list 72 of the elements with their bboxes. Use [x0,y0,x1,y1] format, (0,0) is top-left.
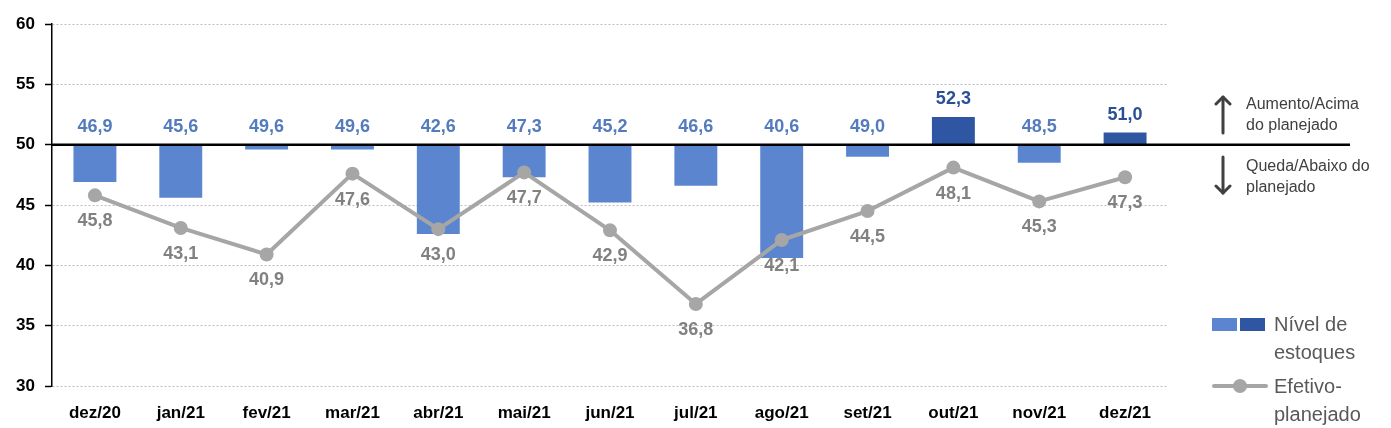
point [259,247,274,262]
point [173,220,188,235]
bar [674,144,718,186]
y-tick-label: 60 [16,13,35,33]
y-tick-label: 35 [16,315,35,335]
data-label: 44,5 [850,226,886,246]
point [1118,170,1133,185]
data-label: 51,0 [1107,103,1143,124]
text: Queda/Abaixo do planejado [1246,155,1371,197]
data-label: 45,3 [1021,216,1057,237]
x-tick-label: fev/21 [242,402,291,422]
x-tick-label: mai/21 [497,402,551,422]
data-label: 52,3 [935,87,971,108]
legend-label: Nível de estoques [1274,312,1357,365]
data-label: 46,6 [678,115,714,136]
y-tick-label: 55 [16,74,35,94]
data-label: 45,8 [77,210,113,231]
data-label: 46,9 [77,115,113,136]
legend-label: Efetivo-planejado [1274,374,1362,427]
data-label: 42,6 [420,115,456,136]
x-tick-label: out/21 [928,402,979,422]
data-label: 45,6 [163,115,199,136]
data-label: 49,6 [249,115,285,136]
data-label: 43,0 [420,244,456,265]
x-tick-label: ago/21 [754,402,809,422]
data-label: 48,5 [1021,115,1057,136]
point [603,223,617,238]
x-tick-label: set/21 [843,402,892,422]
x-tick-label: nov/21 [1012,402,1067,422]
data-label: 42,1 [764,254,800,275]
x-tick-label: jun/21 [584,402,635,422]
x-tick-label: dez/21 [1099,402,1152,422]
point [87,188,102,203]
data-label: 45,2 [592,115,628,136]
data-label: 40,9 [249,269,285,290]
bar [159,144,203,198]
data-label: 47,3 [1107,192,1143,213]
bar [846,144,889,157]
y-tick-label: 50 [16,134,35,154]
data-label: 40,6 [764,115,800,136]
point [688,296,703,311]
x-tick-label: dez/20 [68,402,121,422]
data-label: 49,6 [334,115,370,136]
point [1032,194,1047,209]
data-label: 43,1 [163,242,199,263]
point [517,165,532,180]
x-tick-label: jul/21 [673,402,718,422]
bar [931,116,975,145]
bar [1017,144,1061,163]
bar [588,144,632,203]
point [345,166,360,181]
point [774,232,789,247]
text: Aumento/Acima do planejado [1246,93,1360,135]
data-label: 47,3 [506,115,542,136]
y-tick-label: 45 [16,194,35,214]
y-tick-label: 40 [16,255,35,275]
data-label: 36,8 [678,318,714,339]
x-tick-label: jan/21 [155,402,205,422]
x-tick-label: abr/21 [413,402,464,422]
data-label: 47,7 [506,187,542,208]
data-label: 42,9 [592,245,628,266]
point [860,204,875,219]
data-label: 49,0 [850,115,886,136]
y-tick-label: 30 [16,375,35,395]
bar [760,144,804,259]
bar [416,144,460,234]
data-label: 48,1 [935,182,971,203]
point [431,222,446,237]
bar [73,144,117,183]
point [946,160,961,175]
data-label: 47,6 [334,188,370,209]
x-tick-label: mar/21 [325,402,380,422]
